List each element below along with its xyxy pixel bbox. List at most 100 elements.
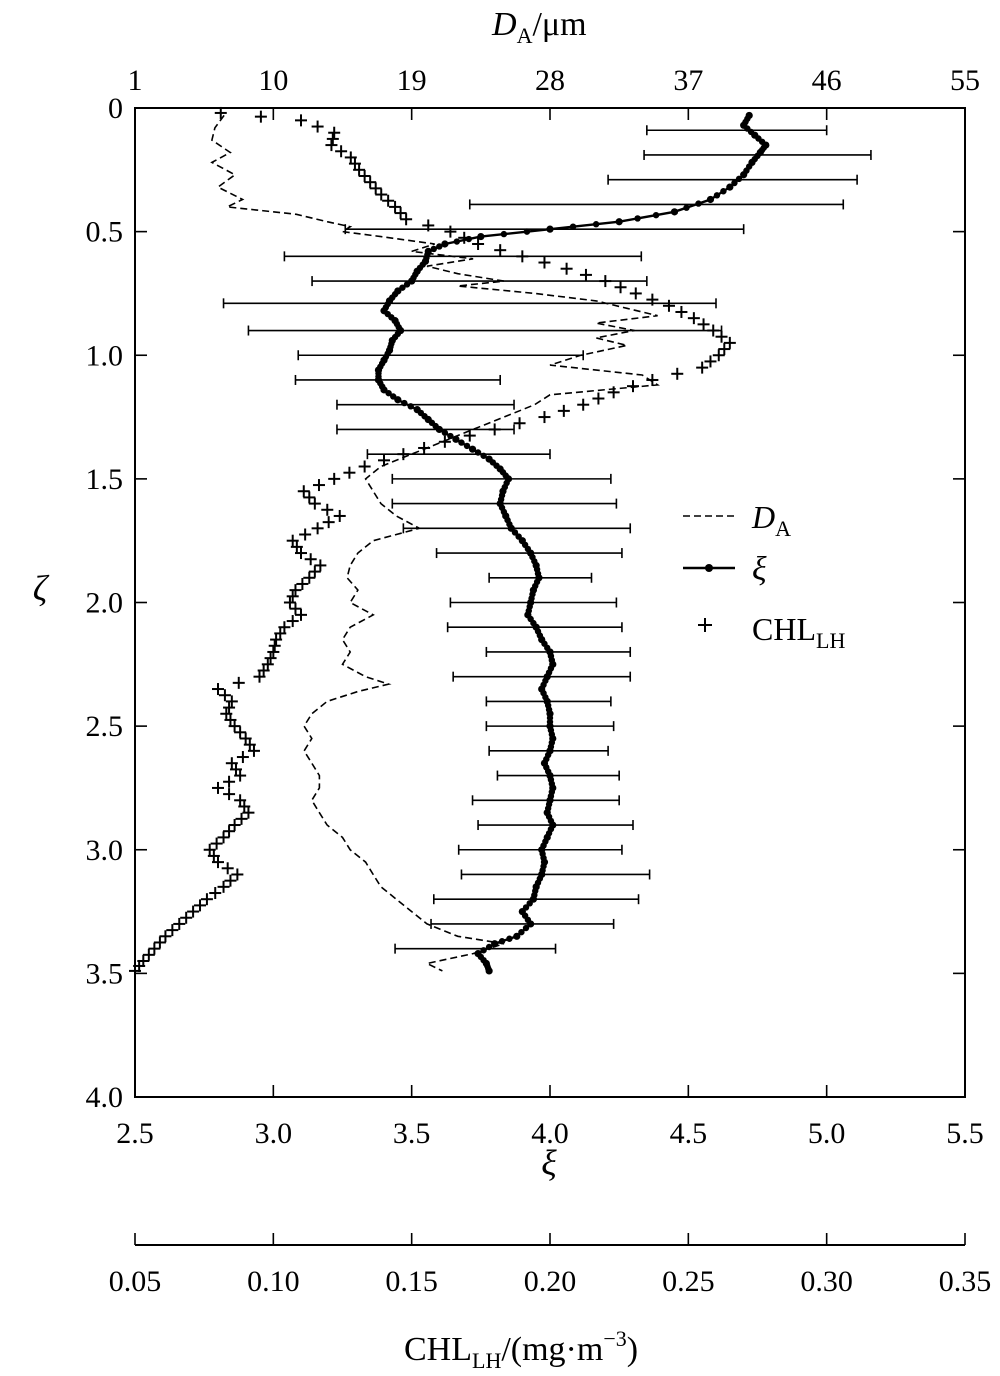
x-chl-axis-title-sub: LH bbox=[472, 1348, 501, 1373]
chl-point bbox=[438, 435, 451, 448]
chl-point bbox=[286, 534, 299, 547]
xi-point bbox=[452, 435, 460, 443]
xi-point bbox=[441, 429, 449, 436]
chl-point bbox=[278, 621, 291, 634]
chl-point bbox=[557, 404, 570, 417]
chl-point bbox=[217, 880, 230, 893]
chl-point bbox=[153, 936, 166, 949]
chl-point bbox=[577, 398, 590, 411]
chl-point bbox=[321, 503, 334, 516]
x-chl-tick-label: 0.15 bbox=[385, 1265, 438, 1298]
chl-point bbox=[225, 695, 238, 708]
chl-point bbox=[268, 639, 281, 652]
chl-point bbox=[274, 627, 287, 640]
series-xi bbox=[374, 111, 770, 975]
chl-point bbox=[212, 683, 224, 696]
chl-point bbox=[472, 237, 485, 250]
chl-point bbox=[289, 602, 302, 615]
chl-point bbox=[166, 924, 179, 937]
chl-point bbox=[264, 652, 277, 665]
xi-point bbox=[511, 529, 519, 536]
chl-point bbox=[311, 522, 324, 535]
chl-point bbox=[662, 299, 675, 312]
y-tick-label: 0.5 bbox=[86, 216, 124, 249]
chl-point bbox=[295, 547, 307, 560]
x-bottom-tick-label: 4.5 bbox=[670, 1117, 708, 1150]
chl-point bbox=[369, 182, 382, 195]
xi-point bbox=[526, 900, 533, 907]
chl-point bbox=[229, 763, 242, 776]
chl-point bbox=[224, 713, 237, 726]
chl-point bbox=[364, 176, 377, 189]
chl-point bbox=[232, 676, 245, 689]
chl-point bbox=[289, 584, 302, 597]
chl-point bbox=[538, 256, 551, 269]
x-top-axis-title-unit: /μm bbox=[532, 6, 586, 43]
chl-point bbox=[715, 330, 728, 343]
chl-point bbox=[494, 244, 507, 257]
xi-point bbox=[447, 432, 454, 440]
legend-label-chl: CHLLH bbox=[752, 611, 845, 653]
chl-point bbox=[422, 219, 435, 232]
y-tick-label: 3.5 bbox=[86, 957, 124, 990]
x-chl-tick-label: 0.10 bbox=[247, 1265, 300, 1298]
x-chl-tick-label: 0.25 bbox=[662, 1265, 715, 1298]
da-line bbox=[210, 114, 660, 972]
chl-point bbox=[538, 411, 551, 424]
chl-point bbox=[358, 460, 371, 473]
chl-point bbox=[267, 645, 280, 658]
xi-point bbox=[713, 192, 721, 199]
xi-point bbox=[518, 928, 525, 936]
chl-point bbox=[235, 812, 248, 825]
x-chl-tick-label: 0.20 bbox=[524, 1265, 577, 1298]
chl-point bbox=[444, 225, 457, 238]
y-tick-label: 0 bbox=[108, 92, 123, 125]
chl-point bbox=[261, 658, 274, 671]
xi-point bbox=[615, 218, 623, 226]
xi-point bbox=[474, 449, 482, 456]
x-chl-axis-title-sup: −3 bbox=[603, 1326, 626, 1351]
xi-point bbox=[458, 439, 465, 446]
xi-point bbox=[480, 947, 487, 954]
chl-point bbox=[671, 367, 684, 380]
x-chl-tick-label: 0.05 bbox=[109, 1265, 162, 1298]
chl-point bbox=[328, 126, 341, 139]
chl-point bbox=[348, 157, 361, 170]
chl-point bbox=[400, 213, 413, 226]
chl-point bbox=[353, 163, 366, 176]
chl-point bbox=[297, 485, 310, 498]
xi-point bbox=[500, 230, 508, 238]
chl-point bbox=[234, 794, 247, 807]
chl-point bbox=[718, 343, 731, 356]
xi-point bbox=[480, 452, 487, 459]
chl-point bbox=[290, 540, 303, 553]
x-top-axis-title-sub: A bbox=[517, 23, 533, 48]
chl-point bbox=[723, 336, 736, 349]
x-bottom-tick-label: 3.5 bbox=[393, 1117, 431, 1150]
xi-point bbox=[740, 171, 748, 179]
legend-label-da-main: D bbox=[751, 499, 775, 535]
chl-point bbox=[375, 188, 388, 201]
chl-point bbox=[513, 417, 526, 430]
chl-point bbox=[295, 608, 307, 621]
xi-point bbox=[731, 179, 738, 187]
xi-point bbox=[436, 243, 443, 250]
chl-point bbox=[358, 169, 371, 182]
chl-point bbox=[299, 528, 312, 541]
xi-point bbox=[485, 943, 493, 951]
xi-point bbox=[403, 281, 411, 288]
x-bottom-tick-label: 5.5 bbox=[946, 1117, 984, 1150]
chl-point bbox=[697, 318, 710, 331]
chl-point bbox=[418, 441, 431, 454]
chl-point bbox=[148, 942, 161, 955]
chl-point bbox=[629, 287, 642, 300]
xi-point bbox=[695, 200, 702, 207]
xi-point bbox=[491, 940, 499, 948]
chl-point bbox=[243, 738, 256, 751]
chl-point bbox=[223, 701, 236, 714]
y-tick-label: 3.0 bbox=[86, 834, 124, 867]
xi-line bbox=[377, 114, 768, 972]
chl-point bbox=[579, 268, 592, 281]
chl-point bbox=[239, 732, 252, 745]
